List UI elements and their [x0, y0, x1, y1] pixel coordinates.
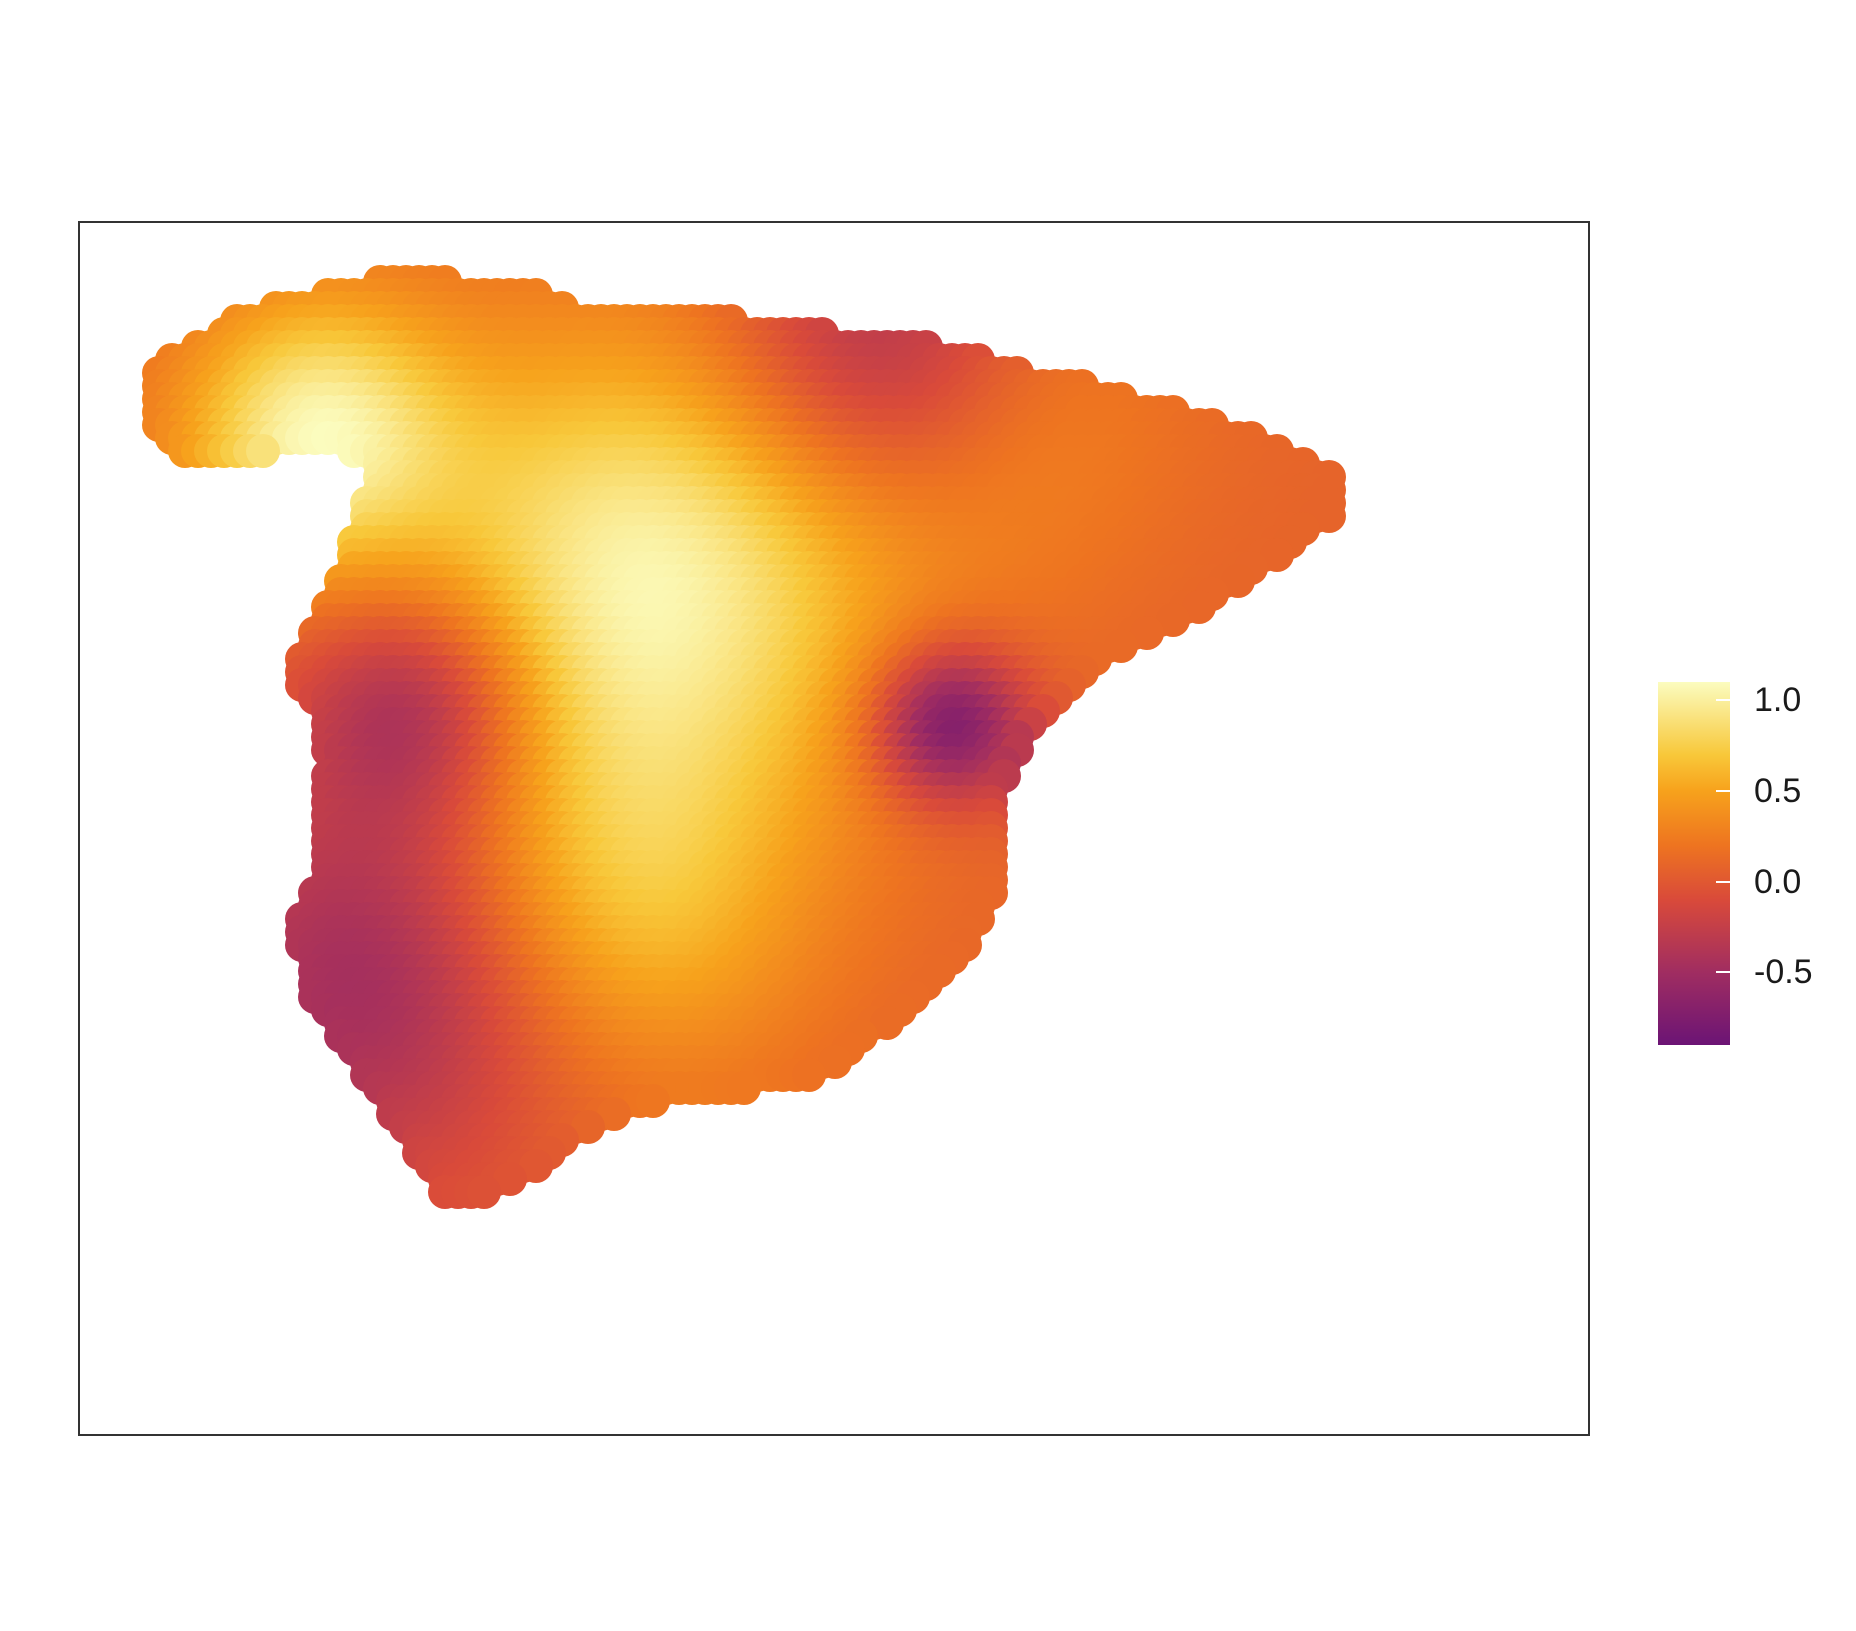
legend-tick-label: 1.0 — [1754, 681, 1802, 720]
grid-point — [571, 1110, 605, 1144]
color-legend: 1.0 0.5 0.0 -0.5 — [1658, 682, 1838, 1052]
grid-point — [246, 434, 280, 468]
legend-tick — [1716, 880, 1730, 883]
grid-point — [792, 1058, 826, 1092]
grid-point — [1260, 538, 1294, 572]
map-panel — [78, 221, 1590, 1436]
heatmap-svg — [142, 265, 1346, 1209]
grid-point — [870, 1006, 904, 1040]
grid-point — [1312, 499, 1346, 533]
grid-point — [597, 1097, 631, 1131]
legend-tick — [1716, 699, 1730, 702]
grid-point — [467, 1175, 501, 1209]
grid-point — [1104, 629, 1138, 663]
legend-tick-label: -0.5 — [1754, 953, 1813, 992]
grid-point — [1130, 616, 1164, 650]
legend-colorbar — [1658, 682, 1730, 1045]
grid-point — [727, 1071, 761, 1105]
grid-point — [493, 1162, 527, 1196]
legend-tick — [1716, 971, 1730, 974]
grid-point — [519, 1149, 553, 1183]
legend-tick — [1716, 789, 1730, 792]
legend-tick-label: 0.5 — [1754, 771, 1802, 810]
grid-point — [818, 1045, 852, 1079]
grid-point — [636, 1084, 670, 1118]
legend-tick-label: 0.0 — [1754, 862, 1802, 901]
grid-point — [1221, 564, 1255, 598]
grid-point — [1156, 603, 1190, 637]
grid-point — [1182, 590, 1216, 624]
